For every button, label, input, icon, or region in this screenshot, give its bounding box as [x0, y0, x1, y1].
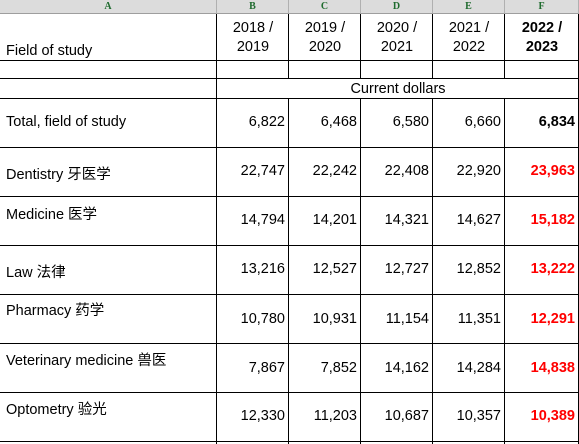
row-label-law[interactable]: Law 法律 — [6, 265, 66, 281]
value-pharmacy-2020[interactable]: 11,154 — [385, 311, 429, 327]
row-label-total[interactable]: Total, field of study — [6, 114, 127, 130]
value-medicine-2021[interactable]: 14,627 — [456, 212, 501, 228]
value-law-2018[interactable]: 13,216 — [240, 261, 285, 277]
year-header-bottom: 2021 — [380, 39, 414, 55]
value-total-2022[interactable]: 6,834 — [538, 114, 575, 130]
grid-line — [0, 98, 579, 99]
year-header-2020[interactable]: 2020 / 2021 — [361, 19, 433, 57]
value-pharmacy-2018[interactable]: 10,780 — [240, 311, 285, 327]
year-header-2019[interactable]: 2019 / 2020 — [289, 19, 361, 57]
column-header-e[interactable]: E — [433, 0, 505, 14]
value-optometry-2020[interactable]: 10,687 — [384, 408, 429, 424]
year-header-bottom: 2020 — [308, 39, 342, 55]
year-header-bottom: 2022 — [452, 39, 486, 55]
value-total-2021[interactable]: 6,660 — [464, 114, 501, 130]
value-pharmacy-2021[interactable]: 11,351 — [457, 311, 501, 327]
year-header-top: 2018 / — [232, 20, 274, 36]
value-dentistry-2021[interactable]: 22,920 — [456, 163, 501, 179]
grid-line — [0, 343, 579, 344]
row-label-dentistry[interactable]: Dentistry 牙医学 — [6, 167, 111, 183]
grid-line — [0, 294, 579, 295]
year-header-2022[interactable]: 2022 / 2023 — [505, 19, 579, 57]
grid-line — [504, 14, 505, 78]
value-optometry-2019[interactable]: 11,203 — [313, 408, 357, 424]
field-of-study-header[interactable]: Field of study — [6, 43, 93, 59]
year-header-2018[interactable]: 2018 / 2019 — [217, 19, 289, 57]
grid-line — [0, 78, 579, 79]
grid-line — [432, 99, 433, 444]
column-header-c[interactable]: C — [289, 0, 361, 14]
grid-line — [0, 392, 579, 393]
value-optometry-2022[interactable]: 10,389 — [530, 408, 575, 424]
value-total-2019[interactable]: 6,468 — [320, 114, 357, 130]
grid-line — [0, 441, 579, 442]
year-header-top: 2022 / — [521, 20, 563, 36]
year-header-bottom: 2019 — [236, 39, 270, 55]
value-dentistry-2020[interactable]: 22,408 — [384, 163, 429, 179]
value-optometry-2018[interactable]: 12,330 — [240, 408, 285, 424]
year-header-top: 2021 / — [448, 20, 490, 36]
value-law-2022[interactable]: 13,222 — [530, 261, 575, 277]
row-label-optometry[interactable]: Optometry 验光 — [6, 402, 107, 418]
value-dentistry-2018[interactable]: 22,747 — [240, 163, 285, 179]
row-label-pharmacy[interactable]: Pharmacy 药学 — [6, 303, 105, 319]
column-header-b[interactable]: B — [217, 0, 289, 14]
value-medicine-2018[interactable]: 14,794 — [240, 212, 285, 228]
year-header-top: 2020 / — [376, 20, 418, 36]
row-label-veterinary-medicine[interactable]: Veterinary medicine 兽医 — [6, 353, 167, 369]
value-total-2018[interactable]: 6,822 — [248, 114, 285, 130]
value-pharmacy-2019[interactable]: 10,931 — [312, 311, 357, 327]
value-veterinary-2018[interactable]: 7,867 — [248, 360, 285, 376]
value-medicine-2022[interactable]: 15,182 — [530, 212, 575, 228]
year-header-top: 2019 / — [304, 20, 346, 36]
grid-line — [0, 196, 579, 197]
value-law-2020[interactable]: 12,727 — [384, 261, 429, 277]
value-veterinary-2020[interactable]: 14,162 — [384, 360, 429, 376]
column-header-a[interactable]: A — [0, 0, 217, 14]
value-veterinary-2021[interactable]: 14,284 — [456, 360, 501, 376]
grid-line — [360, 99, 361, 444]
row-label-medicine[interactable]: Medicine 医学 — [6, 207, 98, 223]
value-law-2021[interactable]: 12,852 — [456, 261, 501, 277]
value-dentistry-2022[interactable]: 23,963 — [530, 163, 575, 179]
value-veterinary-2022[interactable]: 14,838 — [530, 360, 575, 376]
year-header-2021[interactable]: 2021 / 2022 — [433, 19, 505, 57]
value-dentistry-2019[interactable]: 22,242 — [312, 163, 357, 179]
value-total-2020[interactable]: 6,580 — [392, 114, 429, 130]
grid-line — [432, 14, 433, 78]
grid-line — [360, 14, 361, 78]
grid-line — [288, 99, 289, 444]
grid-line — [0, 245, 579, 246]
value-medicine-2019[interactable]: 14,201 — [312, 212, 357, 228]
value-optometry-2021[interactable]: 10,357 — [456, 408, 501, 424]
column-header-d[interactable]: D — [361, 0, 433, 14]
value-law-2019[interactable]: 12,527 — [312, 261, 357, 277]
grid-line — [0, 147, 579, 148]
grid-line — [216, 14, 217, 444]
grid-line — [504, 99, 505, 444]
column-header-f[interactable]: F — [505, 0, 579, 14]
value-medicine-2020[interactable]: 14,321 — [384, 212, 429, 228]
year-header-bottom: 2023 — [525, 39, 559, 55]
value-pharmacy-2022[interactable]: 12,291 — [530, 311, 575, 327]
unit-label[interactable]: Current dollars — [350, 81, 446, 97]
grid-line — [0, 60, 579, 61]
value-veterinary-2019[interactable]: 7,852 — [320, 360, 357, 376]
grid-line — [288, 14, 289, 78]
